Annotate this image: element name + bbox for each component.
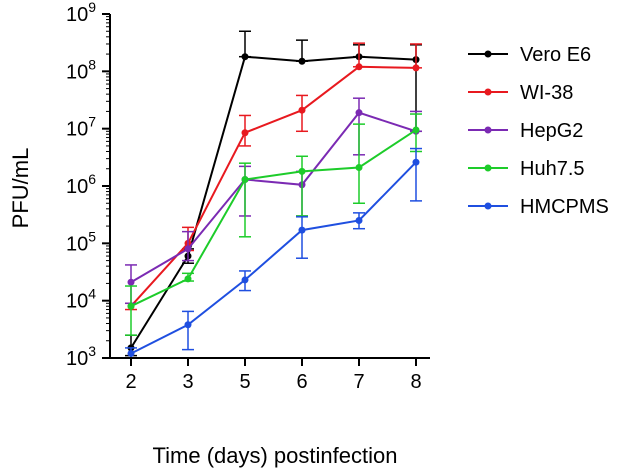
legend-marker (484, 50, 492, 58)
data-point (241, 175, 249, 183)
legend-label: HepG2 (520, 120, 583, 142)
legend-label: Vero E6 (520, 44, 591, 66)
legend-item: Vero E6 (468, 44, 591, 66)
axes: 103 104 105 106 107 108 109 2 3 5 6 7 8 (66, 0, 430, 393)
legend-label: HMCPMS (520, 196, 609, 218)
legend-marker (484, 164, 492, 172)
legend-marker (484, 202, 492, 210)
x-axis-title: Time (days) postinfection (153, 443, 398, 468)
legend-marker (484, 126, 492, 134)
x-tick-label: 2 (125, 371, 136, 393)
data-point (355, 109, 363, 117)
legend-label: WI-38 (520, 82, 573, 104)
legend-item: Huh7.5 (468, 158, 585, 180)
x-tick-label: 7 (353, 371, 364, 393)
data-point (355, 164, 363, 172)
data-point (241, 129, 249, 137)
data-point (355, 63, 363, 71)
data-point (298, 106, 306, 114)
y-axis-title: PFU/mL (8, 148, 33, 229)
data-point (241, 276, 249, 284)
series-line (130, 55, 417, 349)
plot-area (125, 30, 422, 359)
legend-item: HepG2 (468, 120, 583, 142)
series-line (130, 111, 417, 284)
x-tick-label: 8 (410, 371, 421, 393)
data-point (127, 302, 135, 310)
data-point (298, 226, 306, 234)
data-point (412, 158, 420, 166)
series-line (130, 129, 417, 308)
legend-item: HMCPMS (468, 196, 609, 218)
y-tick-label: 108 (66, 56, 96, 83)
y-tick-label: 107 (66, 114, 96, 141)
data-point (184, 275, 192, 283)
data-point (184, 245, 192, 253)
series-line (130, 65, 417, 307)
legend-label: Huh7.5 (520, 158, 585, 180)
x-tick-label: 5 (239, 371, 250, 393)
data-point (412, 126, 420, 134)
legend-item: WI-38 (468, 82, 573, 104)
data-point (412, 64, 420, 72)
data-point (127, 278, 135, 286)
x-tick-label: 6 (296, 371, 307, 393)
data-point (355, 217, 363, 225)
series-hmcpms (125, 147, 422, 359)
series-line (130, 161, 417, 355)
data-point (298, 57, 306, 65)
y-tick-label: 106 (66, 171, 96, 198)
series-vero-e6 (125, 30, 422, 357)
y-tick-label: 109 (66, 0, 96, 26)
data-point (127, 349, 135, 357)
data-point (298, 167, 306, 175)
legend-marker (484, 88, 492, 96)
y-tick-label: 105 (66, 228, 96, 255)
data-point (184, 321, 192, 329)
data-point (241, 53, 249, 61)
y-tick-label: 104 (66, 286, 96, 313)
y-tick-label: 103 (66, 343, 96, 370)
legend: Vero E6 WI-38 HepG2 Huh7.5 HMCPMS (468, 44, 609, 218)
x-tick-label: 3 (182, 371, 193, 393)
series-huh7-5 (125, 113, 422, 336)
